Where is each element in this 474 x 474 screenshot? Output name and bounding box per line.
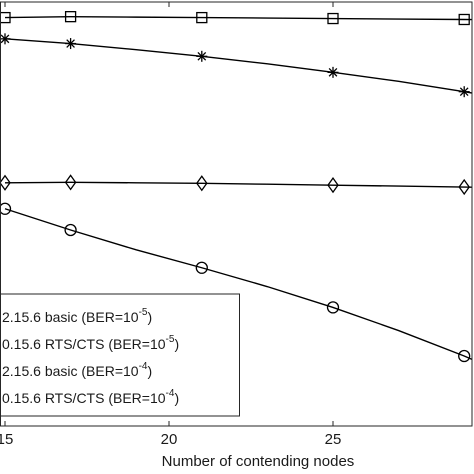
series-1-line — [4, 38, 472, 94]
series-0-point-0 — [0, 11, 11, 24]
series-markers — [0, 11, 471, 363]
legend-box — [0, 293, 240, 417]
x-tick-label: 15 — [0, 431, 13, 448]
x-tick-label: 25 — [325, 431, 342, 448]
plot-frame — [0, 1, 473, 427]
series-0-point-5 — [327, 12, 339, 25]
x-tick-label: 20 — [161, 431, 178, 448]
series-0-point-7 — [458, 13, 470, 26]
series-1-point-5 — [327, 66, 339, 78]
series-1-point-0 — [0, 33, 11, 45]
series-1-point-3 — [196, 50, 208, 62]
series-1-point-1 — [65, 38, 77, 50]
legend: 2.15.6 basic (BER=10-5) 0.15.6 RTS/CTS (B… — [0, 293, 240, 417]
series-2-point-7 — [458, 178, 470, 196]
series-0-line — [4, 15, 472, 21]
axes — [0, 1, 473, 427]
series-2-point-0 — [0, 174, 11, 191]
series-2-point-1 — [64, 174, 77, 191]
series-3-point-3 — [195, 261, 208, 274]
series-3-point-7 — [458, 349, 471, 363]
series-3-point-5 — [326, 301, 340, 314]
series-1-point-7 — [458, 86, 470, 98]
series-2-point-3 — [196, 175, 208, 192]
legend-entry-2: 2.15.6 basic (BER=10-4) — [2, 361, 152, 379]
series-0-point-3 — [196, 11, 208, 24]
legend-entry-3: 0.15.6 RTS/CTS (BER=10-4) — [2, 388, 179, 406]
series-0-point-1 — [64, 11, 77, 23]
series-3-point-0 — [0, 202, 12, 215]
series-3-line — [4, 208, 472, 361]
legend-entry-0: 2.15.6 basic (BER=10-5) — [2, 307, 152, 325]
x-ticks: 15202530 — [0, 2, 342, 448]
x-axis-title: Number of contending nodes — [162, 453, 355, 470]
legend-entry-1: 0.15.6 RTS/CTS (BER=10-5) — [2, 334, 179, 352]
series-2-line — [4, 181, 472, 188]
series-2-point-5 — [327, 177, 339, 194]
series-3-point-1 — [64, 223, 77, 237]
